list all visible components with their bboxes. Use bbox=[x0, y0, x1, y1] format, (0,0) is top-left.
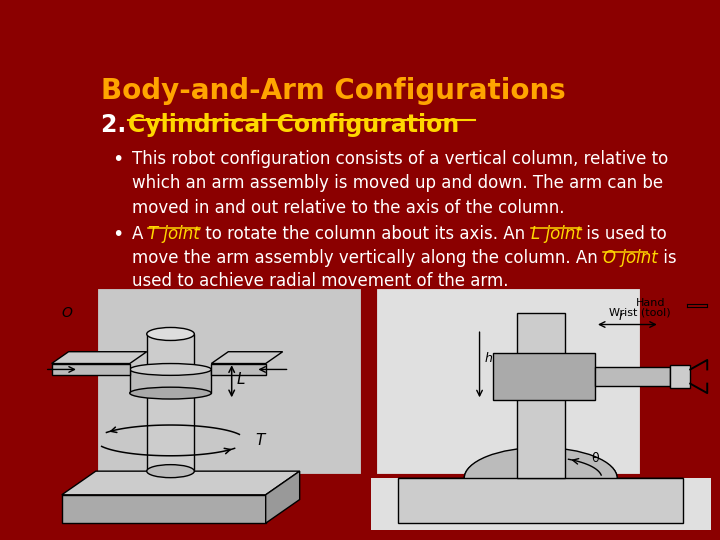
Text: O joint: O joint bbox=[603, 248, 657, 267]
Ellipse shape bbox=[130, 363, 211, 375]
Text: A: A bbox=[132, 225, 148, 243]
Polygon shape bbox=[266, 471, 300, 523]
Bar bbox=[374, 287, 642, 476]
Bar bbox=[96, 287, 364, 476]
Text: 2.: 2. bbox=[101, 113, 135, 137]
Text: T: T bbox=[256, 433, 265, 448]
Polygon shape bbox=[211, 363, 266, 375]
Text: is used to: is used to bbox=[582, 225, 667, 243]
Text: O: O bbox=[62, 306, 73, 320]
Text: Cylindrical Configuration: Cylindrical Configuration bbox=[128, 113, 459, 137]
Bar bbox=[130, 369, 211, 393]
Ellipse shape bbox=[464, 449, 617, 508]
Text: to rotate the column about its axis. An: to rotate the column about its axis. An bbox=[200, 225, 531, 243]
Bar bbox=[147, 334, 194, 471]
Polygon shape bbox=[62, 471, 300, 495]
Polygon shape bbox=[371, 478, 711, 530]
Bar bbox=[493, 353, 595, 400]
Polygon shape bbox=[398, 478, 683, 523]
Ellipse shape bbox=[130, 387, 211, 399]
Polygon shape bbox=[371, 478, 711, 530]
Text: move the arm assembly vertically along the column. An: move the arm assembly vertically along t… bbox=[132, 248, 603, 267]
Text: •: • bbox=[112, 150, 124, 169]
Text: T joint: T joint bbox=[148, 225, 200, 243]
Text: L joint: L joint bbox=[531, 225, 582, 243]
Text: h: h bbox=[485, 353, 492, 366]
Polygon shape bbox=[211, 352, 283, 363]
Polygon shape bbox=[62, 495, 266, 523]
Bar bbox=[670, 364, 690, 388]
Text: •: • bbox=[112, 225, 124, 244]
Text: Hand: Hand bbox=[636, 298, 665, 308]
Text: is: is bbox=[657, 248, 676, 267]
Text: θ: θ bbox=[592, 451, 599, 465]
Text: used to achieve radial movement of the arm.: used to achieve radial movement of the a… bbox=[132, 272, 508, 291]
Polygon shape bbox=[52, 352, 147, 363]
Polygon shape bbox=[398, 478, 683, 523]
Bar bbox=[517, 313, 564, 478]
Polygon shape bbox=[52, 363, 130, 375]
Text: This robot configuration consists of a vertical column, relative to
which an arm: This robot configuration consists of a v… bbox=[132, 150, 668, 217]
Text: Body-and-Arm Configurations: Body-and-Arm Configurations bbox=[101, 77, 566, 105]
Text: r: r bbox=[619, 310, 624, 323]
Text: L: L bbox=[237, 372, 246, 387]
Text: Wrist (tool): Wrist (tool) bbox=[608, 307, 670, 317]
Ellipse shape bbox=[464, 448, 617, 509]
Polygon shape bbox=[398, 478, 683, 523]
Ellipse shape bbox=[147, 464, 194, 478]
Ellipse shape bbox=[147, 327, 194, 341]
Bar bbox=[595, 367, 670, 386]
